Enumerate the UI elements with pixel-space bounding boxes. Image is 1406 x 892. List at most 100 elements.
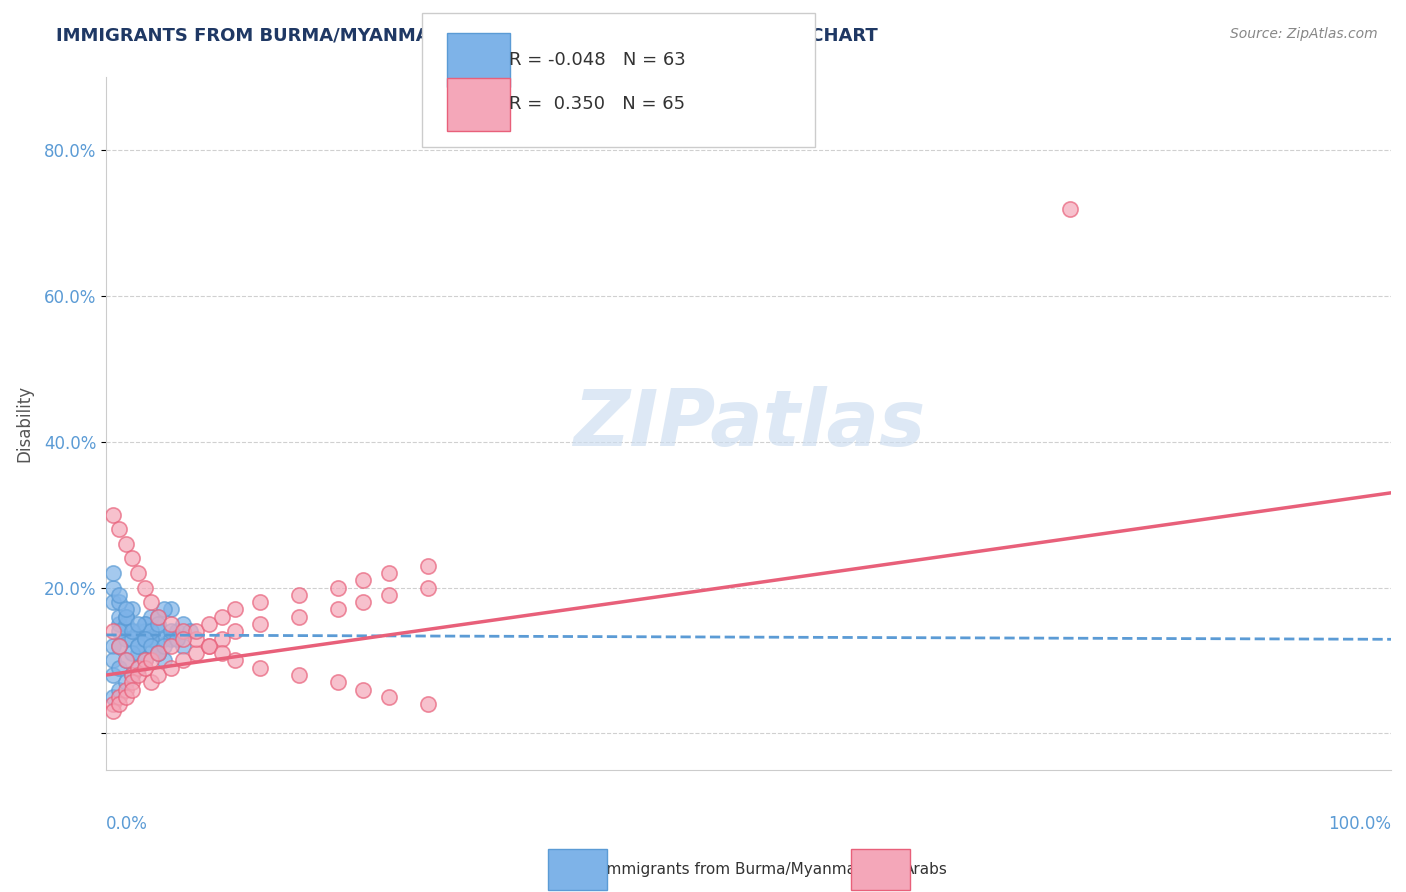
Point [114,690,136,704]
Point [121,682,143,697]
Point [114,675,136,690]
Point [378,690,401,704]
Point [153,653,176,667]
Point [114,632,136,646]
Point [141,653,163,667]
Point [121,624,143,639]
Point [114,537,136,551]
Point [166,624,188,639]
Point [146,646,169,660]
Point [159,624,181,639]
Point [121,602,143,616]
Point [114,609,136,624]
Point [186,632,208,646]
Point [127,661,149,675]
Point [108,522,131,536]
Text: Arabs: Arabs [904,863,948,877]
Point [146,624,169,639]
Point [114,653,136,667]
Point [141,595,163,609]
Point [108,624,131,639]
Text: R = -0.048   N = 63: R = -0.048 N = 63 [509,51,686,69]
Point [326,602,349,616]
Text: R =  0.350   N = 65: R = 0.350 N = 65 [509,95,685,113]
Point [101,690,124,704]
Text: 100.0%: 100.0% [1329,814,1391,833]
Point [101,653,124,667]
Point [127,566,149,580]
Point [326,581,349,595]
Point [211,646,233,660]
Point [146,609,169,624]
Point [141,609,163,624]
Point [141,624,163,639]
Point [127,624,149,639]
Point [108,639,131,653]
Point [121,624,143,639]
Point [179,624,201,639]
Text: 0.0%: 0.0% [107,814,148,833]
Point [114,653,136,667]
Point [166,632,188,646]
Point [159,602,181,616]
Point [101,581,124,595]
Point [101,639,124,653]
Point [159,639,181,653]
Point [352,682,374,697]
Point [198,639,221,653]
Point [159,632,181,646]
Point [134,653,156,667]
Point [172,632,194,646]
Point [211,632,233,646]
Text: IMMIGRANTS FROM BURMA/MYANMAR VS ARAB DISABILITY CORRELATION CHART: IMMIGRANTS FROM BURMA/MYANMAR VS ARAB DI… [56,27,877,45]
Point [101,508,124,522]
Point [159,617,181,632]
Point [108,697,131,711]
Point [114,617,136,632]
Point [134,617,156,632]
Point [146,609,169,624]
Point [127,617,149,632]
Point [146,646,169,660]
Point [101,624,124,639]
Point [1059,202,1081,216]
Point [198,639,221,653]
Point [288,609,311,624]
Point [108,588,131,602]
Point [224,653,246,667]
Point [146,617,169,632]
Point [114,609,136,624]
Point [288,668,311,682]
Point [146,646,169,660]
Point [378,566,401,580]
Point [121,551,143,566]
Point [141,675,163,690]
Point [127,646,149,660]
Point [141,639,163,653]
Point [249,617,271,632]
Point [101,705,124,719]
Point [101,566,124,580]
Point [121,646,143,660]
Point [224,602,246,616]
Point [172,617,194,632]
Text: Immigrants from Burma/Myanmar: Immigrants from Burma/Myanmar [602,863,862,877]
Point [186,624,208,639]
Y-axis label: Disability: Disability [15,385,32,462]
Point [249,595,271,609]
Point [108,690,131,704]
Point [352,574,374,588]
Point [249,661,271,675]
Point [114,602,136,616]
Point [326,675,349,690]
Point [127,661,149,675]
Text: ZIPatlas: ZIPatlas [572,385,925,461]
Text: Source: ZipAtlas.com: Source: ZipAtlas.com [1230,27,1378,41]
Point [146,668,169,682]
Point [108,609,131,624]
Point [172,653,194,667]
Point [416,697,439,711]
Point [172,639,194,653]
Point [352,595,374,609]
Point [134,581,156,595]
